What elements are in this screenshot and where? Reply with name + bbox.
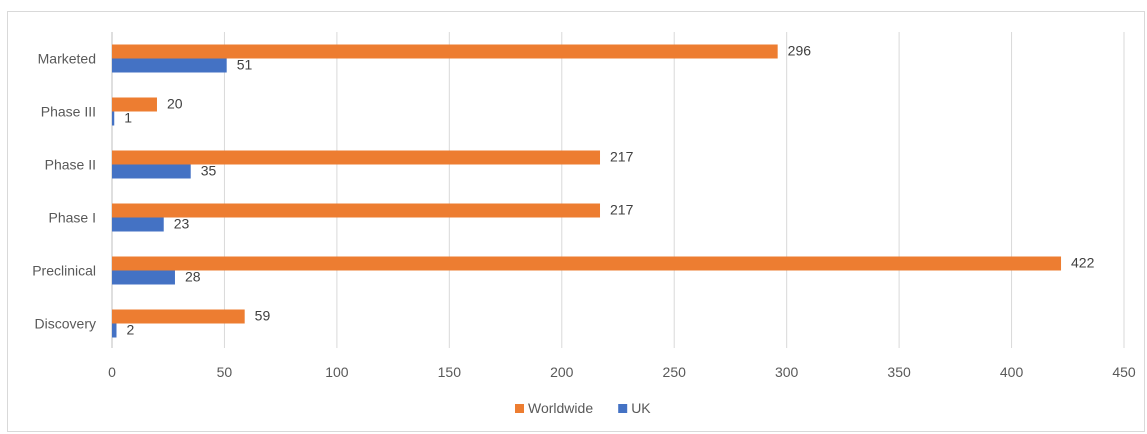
category-label: Phase III bbox=[41, 104, 96, 120]
x-tick-label: 250 bbox=[663, 364, 687, 380]
bar-uk bbox=[112, 58, 227, 73]
data-label: 1 bbox=[124, 110, 132, 126]
bar-uk bbox=[112, 270, 175, 285]
x-tick-label: 150 bbox=[438, 364, 462, 380]
x-tick-label: 100 bbox=[325, 364, 349, 380]
category-label: Phase II bbox=[45, 157, 96, 173]
x-tick-label: 400 bbox=[1000, 364, 1024, 380]
bar-uk bbox=[112, 217, 164, 232]
bar-worldwide bbox=[112, 150, 601, 165]
data-label: 28 bbox=[185, 269, 201, 285]
category-label: Discovery bbox=[35, 316, 96, 332]
bar-worldwide bbox=[112, 256, 1062, 271]
legend-label: UK bbox=[631, 400, 651, 416]
data-label: 217 bbox=[610, 202, 634, 218]
data-label: 2 bbox=[126, 322, 134, 338]
data-label: 59 bbox=[255, 308, 271, 324]
x-tick-label: 200 bbox=[550, 364, 574, 380]
category-label: Preclinical bbox=[32, 263, 96, 279]
x-tick-label: 50 bbox=[217, 364, 233, 380]
chart-frame bbox=[7, 11, 1145, 432]
bar-worldwide bbox=[112, 44, 778, 59]
bar-worldwide bbox=[112, 309, 245, 324]
bars bbox=[112, 44, 1062, 338]
value-axis: 0 50 100 150 200 250 300 350 400 450 bbox=[108, 364, 1136, 380]
bar-worldwide bbox=[112, 203, 601, 218]
gridlines bbox=[111, 32, 1125, 348]
bar-worldwide bbox=[112, 97, 157, 112]
bar-uk bbox=[112, 111, 115, 126]
x-tick-label: 0 bbox=[108, 364, 116, 380]
legend-swatch bbox=[515, 404, 524, 413]
data-label: 51 bbox=[237, 57, 253, 73]
data-label: 35 bbox=[201, 163, 217, 179]
x-tick-label: 350 bbox=[887, 364, 911, 380]
data-label: 20 bbox=[167, 96, 183, 112]
legend-swatch bbox=[618, 404, 628, 413]
bar-uk bbox=[112, 323, 117, 338]
category-label: Marketed bbox=[38, 51, 96, 67]
data-labels: 296 51 20 1 217 35 217 23 422 28 59 2 bbox=[124, 43, 1094, 338]
bar-uk bbox=[112, 164, 191, 179]
data-label: 23 bbox=[174, 216, 190, 232]
category-axis: Marketed Phase III Phase II Phase I Preclini… bbox=[32, 51, 96, 332]
data-label: 296 bbox=[788, 43, 812, 59]
category-label: Phase I bbox=[49, 210, 96, 226]
legend: Worldwide UK bbox=[515, 400, 651, 416]
data-label: 217 bbox=[610, 149, 634, 165]
data-label: 422 bbox=[1071, 255, 1095, 271]
x-tick-label: 450 bbox=[1112, 364, 1136, 380]
legend-label: Worldwide bbox=[528, 400, 593, 416]
x-tick-label: 300 bbox=[775, 364, 799, 380]
